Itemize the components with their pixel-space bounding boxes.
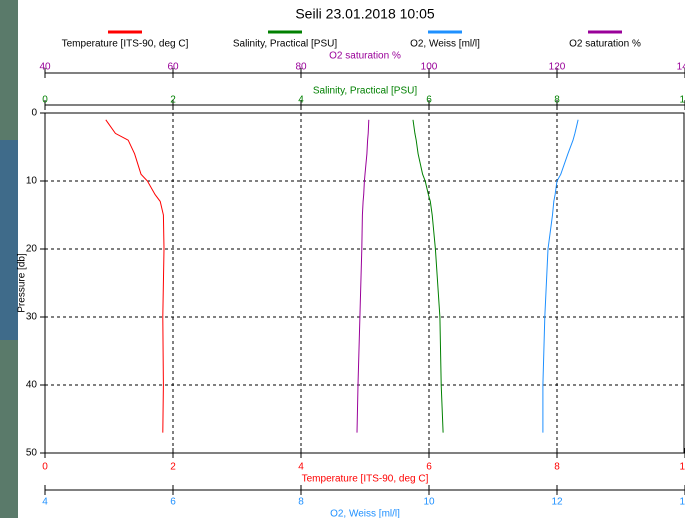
background-photo-water — [0, 140, 18, 340]
x-tick-label: 2 — [170, 95, 176, 106]
legend-label: O2 saturation % — [569, 39, 641, 50]
x-tick-label: 8 — [554, 95, 560, 106]
x-tick-label: 4 — [298, 462, 304, 473]
y-axis-title: Pressure [db] — [17, 253, 28, 313]
x-tick-label: 140 — [677, 62, 685, 73]
x-tick-label: 4 — [42, 497, 48, 508]
profile-line — [357, 120, 369, 433]
x-tick-label: 0 — [42, 462, 48, 473]
x-tick-label: 10 — [679, 462, 685, 473]
x-tick-label: 0 — [42, 95, 48, 106]
x-tick-label: 120 — [549, 62, 566, 73]
chart-title: Seili 23.01.2018 10:05 — [295, 6, 435, 22]
x-tick-label: 10 — [679, 95, 685, 106]
chart: Seili 23.01.2018 10:05 Pressure [db] 0 10… — [0, 0, 685, 518]
y-tick-label: 20 — [26, 244, 38, 255]
x-tick-label: 12 — [551, 497, 563, 508]
y-tick-label: 10 — [26, 176, 38, 187]
x-tick-label: 6 — [426, 462, 432, 473]
y-tick-label: 40 — [26, 380, 38, 391]
x-tick-label: 2 — [170, 462, 176, 473]
x-tick-label: 100 — [421, 62, 438, 73]
legend-label: Salinity, Practical [PSU] — [233, 39, 338, 50]
x-tick-label: 6 — [170, 497, 176, 508]
x-tick-label: 80 — [295, 62, 307, 73]
profile-line — [106, 120, 164, 433]
x-tick-label: 6 — [426, 95, 432, 106]
x-tick-label: 10 — [423, 497, 435, 508]
x-axis-title: Temperature [ITS-90, deg C] — [302, 474, 429, 485]
plot-frame — [45, 113, 684, 453]
legend-label: O2, Weiss [ml/l] — [410, 39, 480, 50]
profile-line — [413, 120, 443, 433]
profile-line — [543, 120, 578, 433]
x-tick-label: 14 — [679, 497, 685, 508]
x-axis-title: O2, Weiss [ml/l] — [330, 509, 400, 518]
x-tick-label: 60 — [167, 62, 179, 73]
y-tick-label: 0 — [31, 108, 37, 119]
legend-label: Temperature [ITS-90, deg C] — [62, 39, 189, 50]
x-tick-label: 8 — [298, 497, 304, 508]
y-tick-label: 30 — [26, 312, 38, 323]
x-axis-title: Salinity, Practical [PSU] — [313, 86, 418, 97]
x-tick-label: 40 — [39, 62, 51, 73]
x-tick-label: 4 — [298, 95, 304, 106]
y-tick-label: 50 — [26, 448, 38, 459]
x-axis-title: O2 saturation % — [329, 51, 401, 62]
x-tick-label: 8 — [554, 462, 560, 473]
